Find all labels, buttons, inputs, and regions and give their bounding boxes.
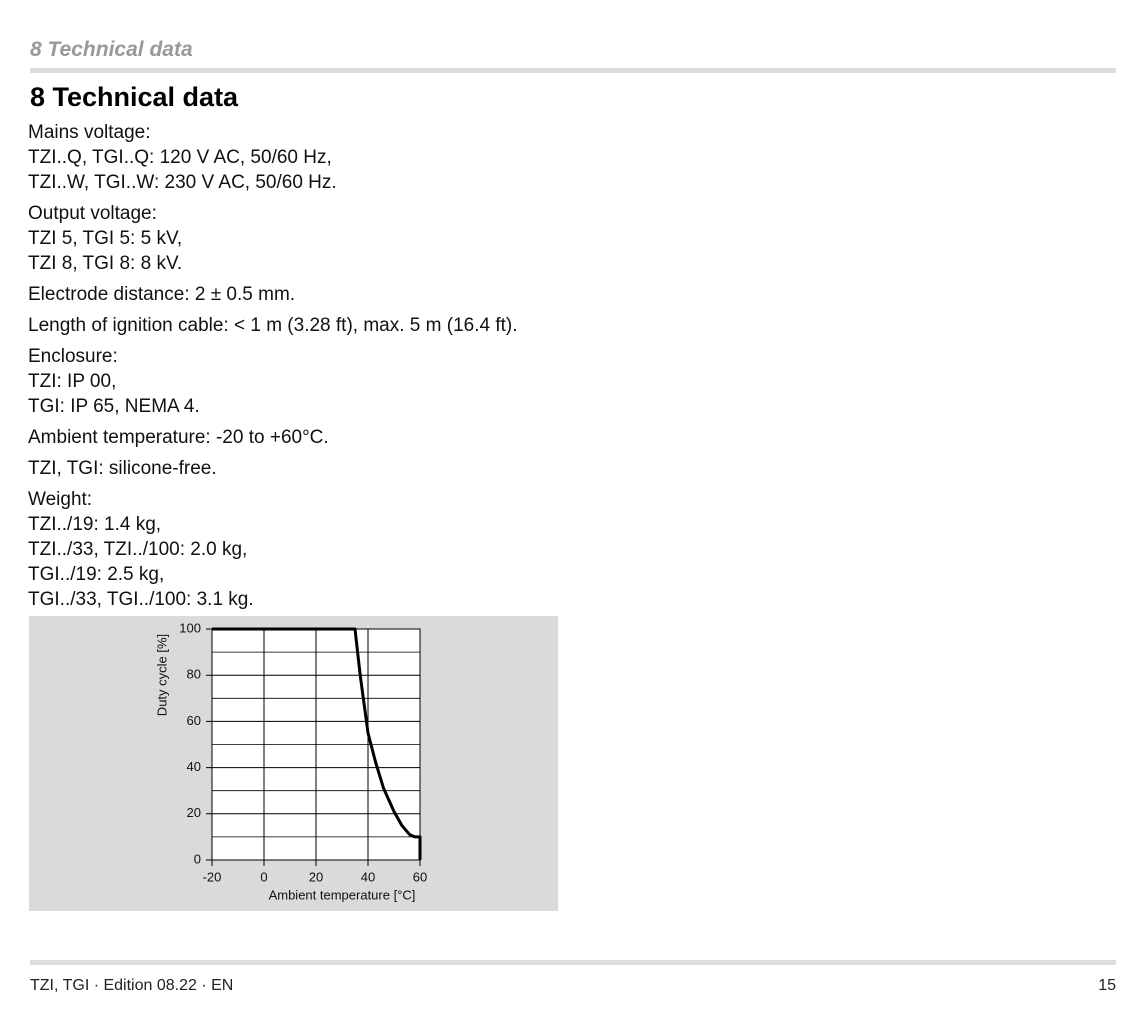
text-line: TZI..W, TGI..W: 230 V AC, 50/60 Hz. bbox=[28, 172, 337, 193]
text-line: Length of ignition cable: < 1 m (3.28 ft… bbox=[28, 315, 518, 336]
x-tick-label: -20 bbox=[203, 869, 222, 884]
y-tick-label: 0 bbox=[194, 851, 201, 866]
text-line: TZI, TGI: silicone-free. bbox=[28, 458, 217, 479]
y-tick-label: 40 bbox=[187, 759, 201, 774]
y-tick-label: 60 bbox=[187, 713, 201, 728]
running-header: 8 Technical data bbox=[30, 38, 193, 61]
y-tick-label: 80 bbox=[187, 667, 201, 682]
text-line: TGI: IP 65, NEMA 4. bbox=[28, 396, 200, 417]
header-rule bbox=[30, 68, 1116, 73]
text-line: TGI../33, TGI../100: 3.1 kg. bbox=[28, 589, 254, 610]
text-line: Output voltage: bbox=[28, 203, 157, 224]
text-line: TZI../33, TZI../100: 2.0 kg, bbox=[28, 539, 248, 560]
x-tick-label: 60 bbox=[413, 869, 427, 884]
text-line: TZI../19: 1.4 kg, bbox=[28, 514, 162, 535]
footer-rule bbox=[30, 960, 1116, 965]
x-tick-label: 20 bbox=[309, 869, 323, 884]
x-tick-label: 0 bbox=[260, 869, 267, 884]
text-line: Enclosure: bbox=[28, 346, 118, 367]
y-tick-label: 100 bbox=[179, 620, 201, 635]
text-line: TGI../19: 2.5 kg, bbox=[28, 564, 165, 585]
text-line: Weight: bbox=[28, 489, 93, 510]
text-line: TZI 8, TGI 8: 8 kV. bbox=[28, 253, 183, 274]
y-tick-label: 20 bbox=[187, 805, 201, 820]
text-line: TZI 5, TGI 5: 5 kV, bbox=[28, 228, 183, 249]
text-line: TZI..Q, TGI..Q: 120 V AC, 50/60 Hz, bbox=[28, 147, 332, 168]
text-line: Electrode distance: 2 ± 0.5 mm. bbox=[28, 284, 296, 305]
footer-text: TZI, TGI · Edition 08.22 · EN bbox=[30, 977, 234, 994]
text-line: Ambient temperature: -20 to +60°C. bbox=[28, 427, 329, 448]
text-line: Mains voltage: bbox=[28, 122, 151, 143]
x-axis-label: Ambient temperature [°C] bbox=[269, 887, 416, 902]
section-title: 8 Technical data bbox=[30, 82, 239, 112]
curve bbox=[212, 627, 422, 860]
page-number: 15 bbox=[1098, 977, 1116, 994]
text-line: TZI: IP 00, bbox=[28, 371, 117, 392]
y-axis-label: Duty cycle [%] bbox=[154, 634, 169, 716]
x-tick-label: 40 bbox=[361, 869, 375, 884]
